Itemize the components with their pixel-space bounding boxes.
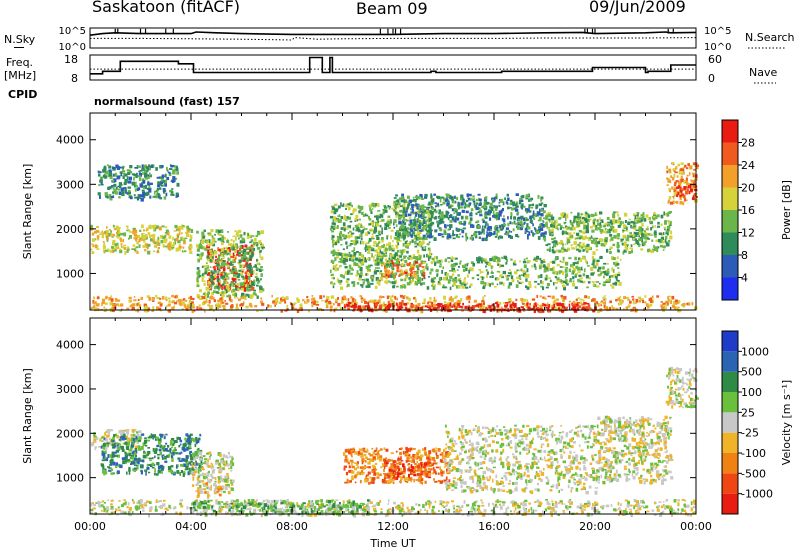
velocity-panel-region-5	[383, 459, 432, 481]
power-panel-ytick-label-2: 3000	[56, 178, 84, 191]
velocity-panel-colorbar-seg-5	[722, 392, 738, 413]
freq-right-tick-bottom: 0	[708, 72, 715, 85]
freq-series-line	[90, 56, 696, 75]
velocity-panel-ytick-label-3: 4000	[56, 339, 84, 352]
velocity-panel-colorbar-label-0: 1000	[741, 345, 769, 358]
velocity-panel-colorbar-seg-8	[722, 331, 738, 352]
velocity-panel-colorbar-seg-1	[722, 473, 738, 494]
noise-left-tick-bottom: 10^0	[59, 42, 86, 53]
velocity-panel-region-6	[443, 424, 599, 495]
velocity-xtick-label-6: 00:00	[680, 520, 712, 533]
velocity-xtick-label-5: 20:00	[579, 520, 611, 533]
velocity-xtick-label-0: 00:00	[74, 520, 106, 533]
beam-title: Beam 09	[356, 0, 428, 18]
power-panel-colorbar-label-4: 20	[741, 182, 755, 195]
power-panel-frame	[89, 112, 697, 311]
nsearch-label: N.Search	[745, 31, 795, 44]
power-panel-colorbar-label-5: 24	[741, 159, 755, 172]
velocity-panel-ytick-label-0: 1000	[56, 472, 84, 485]
power-panel-colorbar-label-3: 16	[741, 204, 755, 217]
power-panel-region-1	[97, 164, 180, 202]
noise-right-tick-bottom: 10^0	[704, 42, 731, 53]
power-panel-colorbar-seg-6	[722, 142, 738, 165]
velocity-xtick-label-4: 16:00	[478, 520, 510, 533]
power-panel-ylabel: Slant Range [km]	[21, 164, 34, 260]
velocity-panel-region-7	[595, 415, 674, 485]
nsky-legend-line	[14, 47, 24, 48]
power-panel-ytick-label-1: 2000	[56, 223, 84, 236]
power-panel-region-4	[329, 202, 434, 264]
velocity-xlabel: Time UT	[369, 537, 415, 550]
velocity-panel-colorbar-title: Velocity [m s⁻¹]	[780, 380, 793, 465]
velocity-panel-colorbar-label-3: 25	[741, 406, 755, 419]
velocity-panel-region-8	[665, 366, 699, 409]
velocity-panel-ytick-label-1: 2000	[56, 427, 84, 440]
power-panel-colorbar-seg-3	[722, 210, 738, 233]
velocity-xtick-label-2: 08:00	[276, 520, 308, 533]
freq-unit-label: [MHz]	[4, 69, 37, 82]
power-panel-colorbar-label-2: 12	[741, 227, 755, 240]
power-panel-region-7	[393, 193, 547, 242]
velocity-panel-colorbar-label-2: 100	[741, 386, 762, 399]
power-panel-region-3	[196, 229, 265, 300]
velocity-panel-region-3	[196, 482, 224, 500]
power-panel-colorbar-seg-5	[722, 165, 738, 188]
freq-left-tick-bottom: 8	[71, 72, 78, 85]
cpid-program-text: normalsound (fast) 157	[94, 95, 240, 108]
power-panel-colorbar-seg-4	[722, 187, 738, 210]
noise-series-nsearch	[90, 37, 697, 41]
velocity-panel-colorbar-frame	[721, 330, 739, 515]
power-panel-region-8	[545, 211, 673, 256]
power-panel-colorbar-seg-2	[722, 232, 738, 255]
power-panel-region-0	[90, 224, 194, 255]
velocity-panel-region-2	[191, 451, 235, 495]
noise-series-nsky	[89, 31, 697, 36]
power-panel-colorbar-seg-0	[722, 277, 738, 300]
freq-label: Freq.	[6, 56, 34, 69]
velocity-panel-colorbar-label-5: -100	[741, 447, 766, 460]
station-title: Saskatoon (fitACF)	[92, 0, 241, 16]
velocity-panel-colorbar-seg-6	[722, 371, 738, 392]
velocity-xtick-label-1: 04:00	[175, 520, 207, 533]
power-panel-region-6	[329, 255, 622, 291]
power-panel-colorbar-seg-7	[722, 120, 738, 143]
date-title: 09/Jun/2009	[589, 0, 686, 16]
noise-left-tick-top: 10^5	[59, 26, 86, 37]
velocity-panel-ylabel: Slant Range [km]	[21, 368, 34, 464]
nsky-label: N.Sky	[4, 33, 36, 46]
power-panel-colorbar-seg-1	[722, 255, 738, 278]
power-panel-region-10	[676, 184, 698, 201]
power-panel-colorbar-title: Power [dB]	[780, 180, 793, 240]
velocity-panel-ytick-label-2: 3000	[56, 383, 84, 396]
velocity-panel-colorbar-seg-4	[722, 412, 738, 433]
velocity-panel-region-4	[343, 446, 451, 485]
velocity-xtick-label-3: 12:00	[377, 520, 409, 533]
velocity-panel-colorbar-seg-0	[722, 493, 738, 514]
velocity-panel-colorbar-label-4: -25	[741, 427, 759, 440]
velocity-panel-colorbar-seg-2	[722, 453, 738, 474]
velocity-panel-region-1	[100, 433, 204, 477]
power-panel-colorbar-label-6: 28	[741, 137, 755, 150]
noise-right-tick-top: 10^5	[704, 26, 731, 37]
power-panel-ytick-label-3: 4000	[56, 134, 84, 147]
velocity-panel-colorbar-label-6: -500	[741, 467, 766, 480]
velocity-panel-region-10	[191, 499, 371, 517]
cpid-label: CPID	[8, 88, 38, 101]
nave-label: Nave	[749, 66, 778, 79]
velocity-panel-colorbar-label-7: -1000	[741, 488, 773, 501]
power-panel-colorbar-label-1: 8	[741, 249, 748, 262]
freq-left-tick-top: 18	[64, 53, 78, 66]
freq-panel-frame	[89, 54, 697, 81]
freq-right-tick-top: 60	[708, 53, 722, 66]
power-panel-ytick-label-0: 1000	[56, 267, 84, 280]
velocity-panel-colorbar-label-1: 500	[741, 366, 762, 379]
velocity-panel-colorbar-seg-3	[722, 432, 738, 453]
power-panel-colorbar-label-0: 4	[741, 272, 748, 285]
velocity-panel-colorbar-seg-7	[722, 351, 738, 372]
